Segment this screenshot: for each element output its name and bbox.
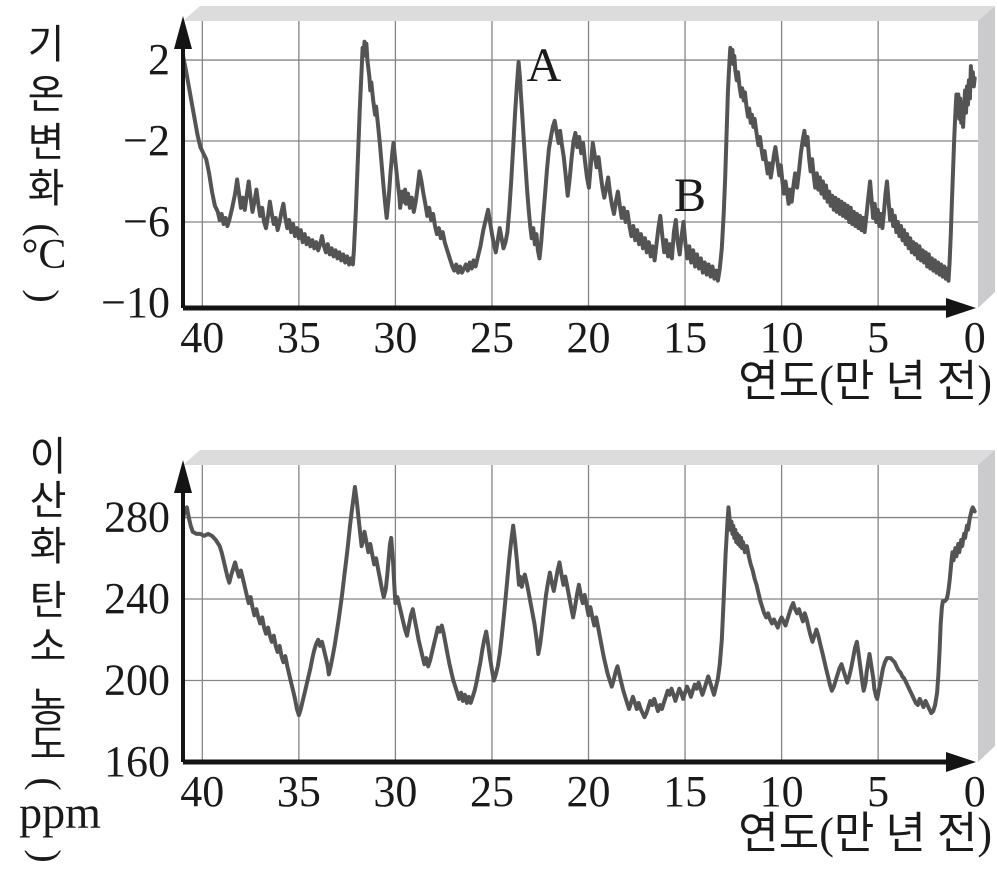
y-axis-title-char: 온 <box>28 72 65 117</box>
y-tick-label: 240 <box>104 574 170 623</box>
y-axis-unit-label: ppm <box>19 787 101 838</box>
y-tick-label: −10 <box>101 278 170 327</box>
x-tick-label: 40 <box>180 313 224 362</box>
x-tick-label: 25 <box>470 313 514 362</box>
y-tick-label: 200 <box>104 656 170 705</box>
y-tick-label: 160 <box>104 737 170 786</box>
y-axis-title-char: 소 <box>30 624 67 669</box>
x-tick-label: 35 <box>277 767 321 816</box>
x-tick-label: 20 <box>567 767 611 816</box>
y-axis-title-char: 기 <box>28 22 65 67</box>
annotation-a: A <box>527 39 562 92</box>
x-tick-label: 30 <box>373 767 417 816</box>
x-axis-title: 연도(만 년 전) <box>738 357 992 406</box>
x-tick-label: 40 <box>180 767 224 816</box>
y-axis-unit-paren-open: ( <box>24 777 69 790</box>
y-axis-unit-paren-close: ) <box>22 289 67 302</box>
x-tick-label: 10 <box>760 313 804 362</box>
panel-top-edge <box>183 450 995 465</box>
annotation-b: B <box>674 169 706 222</box>
x-tick-label: 5 <box>867 767 889 816</box>
panel-right-edge <box>978 450 995 762</box>
y-tick-label: −6 <box>123 197 170 246</box>
y-axis-unit-paren-open: ( <box>22 223 67 236</box>
y-axis-arrow-icon <box>174 460 192 493</box>
x-tick-label: 35 <box>277 313 321 362</box>
y-tick-label: 280 <box>104 493 170 542</box>
x-tick-label: 30 <box>373 313 417 362</box>
y-axis-title-char: 변 <box>28 120 65 165</box>
x-tick-label: 5 <box>867 313 889 362</box>
y-tick-label: 2 <box>148 35 170 84</box>
y-axis-title-char: 농 <box>30 685 67 730</box>
y-axis-arrow-icon <box>174 16 192 49</box>
y-axis-unit-label: °C <box>22 232 67 278</box>
x-tick-label: 10 <box>760 767 804 816</box>
x-tick-label: 0 <box>964 313 986 362</box>
y-tick-label: −2 <box>123 116 170 165</box>
y-axis-title-char: 산 <box>30 478 67 523</box>
temperature-change-c-line <box>181 39 977 283</box>
y-axis-title-char: 도 <box>30 722 67 767</box>
x-axis-arrow-icon <box>946 752 976 772</box>
x-tick-label: 15 <box>663 313 707 362</box>
co2-concentration-ppm-line <box>181 485 977 720</box>
x-axis-title: 연도(만 년 전) <box>738 809 992 858</box>
y-axis-unit-paren-close: ) <box>24 849 69 862</box>
x-tick-label: 0 <box>964 767 986 816</box>
x-tick-label: 25 <box>470 767 514 816</box>
x-axis-arrow-icon <box>946 298 976 318</box>
y-axis-title-char: 이 <box>30 434 67 479</box>
gridlines <box>183 21 978 308</box>
y-axis-title-char: 탄 <box>30 578 67 623</box>
y-axis-title-char: 화 <box>30 524 67 569</box>
gridlines <box>183 465 978 762</box>
x-tick-label: 20 <box>567 313 611 362</box>
panel-top-edge <box>183 6 995 21</box>
y-axis-title-char: 화 <box>28 166 65 211</box>
panel-right-edge <box>978 6 995 308</box>
x-tick-label: 15 <box>663 767 707 816</box>
